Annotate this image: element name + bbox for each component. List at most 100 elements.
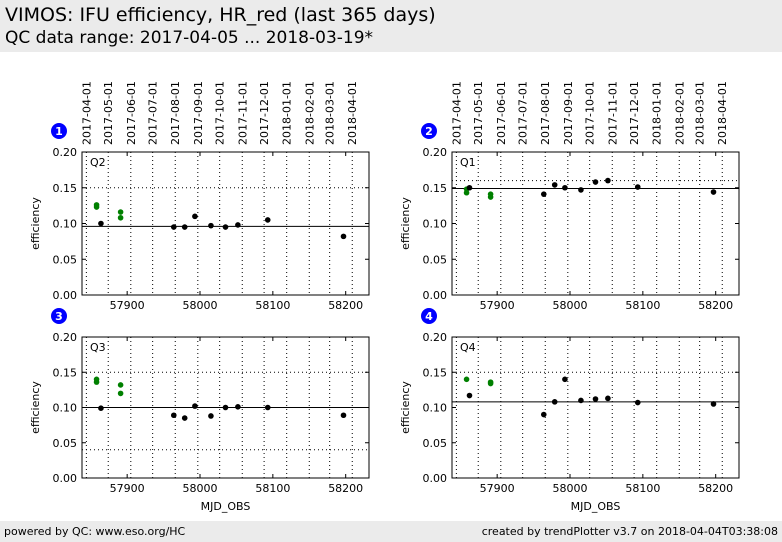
data-point xyxy=(98,405,104,412)
date-tick-label: 2017-08-01 xyxy=(539,81,552,145)
data-point xyxy=(93,379,100,385)
panel-number: 3 xyxy=(55,310,63,323)
x-tick-label: 58200 xyxy=(328,299,363,312)
plot-frame xyxy=(81,151,370,296)
date-tick-label: 2018-02-01 xyxy=(673,81,686,145)
x-tick-label: 57900 xyxy=(480,299,515,312)
date-tick-label: 2017-10-01 xyxy=(584,81,597,145)
date-tick-label: 2017-05-01 xyxy=(102,81,115,145)
date-tick-label: 2017-07-01 xyxy=(147,81,160,145)
report-footer: powered by QC: www.eso.org/HC created by… xyxy=(0,521,782,542)
footer-generator: created by trendPlotter v3.7 on 2018-04-… xyxy=(481,525,778,538)
y-tick-label: 0.00 xyxy=(53,289,78,302)
y-tick-label: 0.20 xyxy=(53,146,78,159)
data-point xyxy=(551,182,558,188)
date-tick-label: 2017-04-01 xyxy=(450,81,463,145)
x-tick-label: 58100 xyxy=(625,299,660,312)
x-tick-label: 58000 xyxy=(553,482,588,495)
plot-frame xyxy=(451,151,740,296)
data-point xyxy=(181,415,188,421)
date-tick-label: 2018-02-01 xyxy=(303,81,316,145)
panel-number: 1 xyxy=(55,125,63,138)
x-tick-label: 57900 xyxy=(110,299,145,312)
data-point xyxy=(235,222,241,228)
y-tick-label: 0.20 xyxy=(423,146,448,159)
page-subtitle: QC data range: 2017-04-05 ... 2018-03-19… xyxy=(5,28,374,48)
y-axis-label: efficiency xyxy=(399,197,412,250)
y-tick-label: 0.10 xyxy=(423,218,448,231)
plot-frame xyxy=(451,336,740,479)
y-tick-label: 0.20 xyxy=(423,331,448,344)
date-tick-label: 2017-11-01 xyxy=(606,81,619,145)
x-tick-label: 58000 xyxy=(183,299,218,312)
date-tick-label: 2018-04-01 xyxy=(716,81,729,145)
x-tick-label: 57900 xyxy=(110,482,145,495)
x-tick-label: 58000 xyxy=(183,482,218,495)
data-point xyxy=(562,184,568,191)
footer-credit: powered by QC: www.eso.org/HC xyxy=(4,525,186,538)
data-point xyxy=(340,233,347,240)
data-point xyxy=(592,179,599,185)
date-tick-label: 2017-11-01 xyxy=(236,81,249,145)
data-point xyxy=(181,224,188,230)
data-point xyxy=(487,380,494,387)
data-point xyxy=(592,396,599,402)
data-point xyxy=(634,184,641,190)
data-point xyxy=(192,403,198,409)
x-tick-label: 58200 xyxy=(328,482,363,495)
date-tick-label: 2017-09-01 xyxy=(562,81,575,145)
data-point xyxy=(208,222,214,229)
date-tick-label: 2017-04-01 xyxy=(80,81,93,145)
panel-label: Q2 xyxy=(90,156,106,169)
y-tick-label: 0.05 xyxy=(423,253,448,266)
y-axis-label: efficiency xyxy=(29,381,42,434)
x-axis-label: MJD_OBS xyxy=(571,500,621,513)
data-point xyxy=(117,209,124,215)
y-tick-label: 0.05 xyxy=(53,253,78,266)
x-tick-label: 58000 xyxy=(553,299,588,312)
x-tick-label: 57900 xyxy=(480,482,515,495)
report-header: VIMOS: IFU efficiency, HR_red (last 365 … xyxy=(0,0,782,52)
date-tick-label: 2018-01-01 xyxy=(651,81,664,145)
y-tick-label: 0.00 xyxy=(53,472,78,485)
date-tick-label: 2017-06-01 xyxy=(495,81,508,145)
data-point xyxy=(117,214,124,221)
y-tick-label: 0.05 xyxy=(53,437,78,450)
y-tick-label: 0.10 xyxy=(423,402,448,415)
x-axis-label: MJD_OBS xyxy=(201,500,251,513)
data-point xyxy=(710,401,717,407)
data-point xyxy=(466,184,473,191)
data-point xyxy=(117,390,124,397)
data-point xyxy=(264,404,271,411)
data-point xyxy=(578,187,584,193)
data-point xyxy=(540,411,547,418)
panel-label: Q1 xyxy=(460,156,476,169)
page-title: VIMOS: IFU efficiency, HR_red (last 365 … xyxy=(5,4,436,26)
y-tick-label: 0.15 xyxy=(423,366,448,379)
y-tick-label: 0.00 xyxy=(423,472,448,485)
data-point xyxy=(540,191,547,197)
data-point xyxy=(634,399,641,406)
y-tick-label: 0.00 xyxy=(423,289,448,302)
data-point xyxy=(578,397,584,404)
data-point xyxy=(463,376,470,383)
data-point xyxy=(340,412,347,419)
panel-label: Q4 xyxy=(460,341,476,354)
data-point xyxy=(93,202,100,208)
data-point xyxy=(222,404,229,411)
data-point xyxy=(222,224,229,230)
data-point xyxy=(264,217,271,223)
data-point xyxy=(710,189,717,195)
panel-label: Q3 xyxy=(90,341,106,354)
data-point xyxy=(117,382,124,388)
data-point xyxy=(170,412,177,419)
y-tick-label: 0.10 xyxy=(53,402,78,415)
date-tick-label: 2018-01-01 xyxy=(281,81,294,145)
y-tick-label: 0.15 xyxy=(53,182,78,195)
y-axis-label: efficiency xyxy=(29,197,42,250)
date-tick-label: 2018-04-01 xyxy=(346,81,359,145)
y-tick-label: 0.15 xyxy=(423,182,448,195)
panel-number: 4 xyxy=(425,310,433,323)
date-tick-label: 2017-12-01 xyxy=(628,81,641,145)
x-tick-label: 58100 xyxy=(255,299,290,312)
